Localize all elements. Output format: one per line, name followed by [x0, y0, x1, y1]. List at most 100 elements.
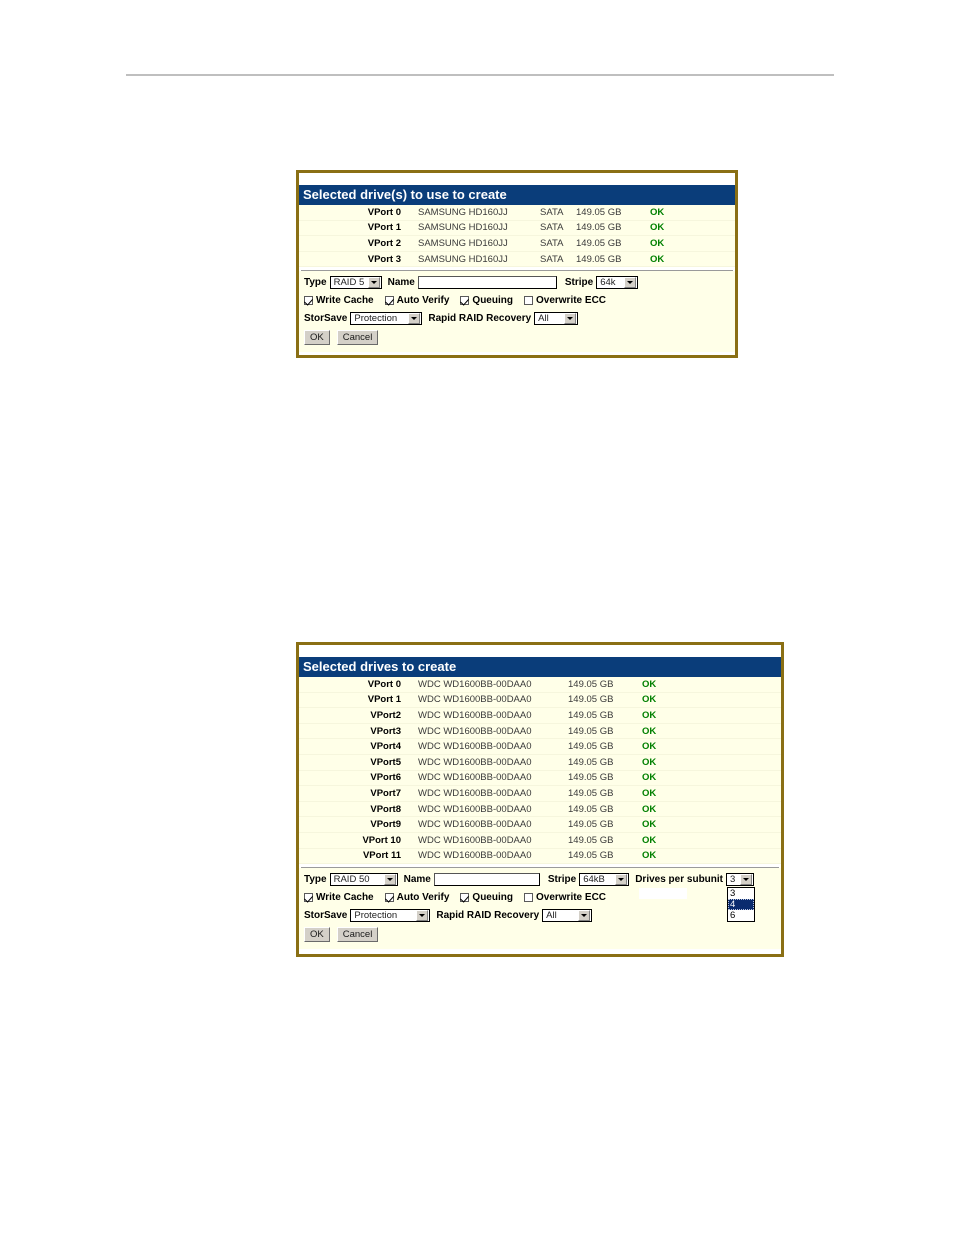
- storsave-select[interactable]: Protection: [350, 909, 431, 923]
- drive-row: VPort3 WDC WD1600BB-00DAA0 149.05 GB OK: [299, 724, 781, 740]
- panel1-top-gap: [299, 173, 735, 185]
- drive-status-badge: OK: [650, 222, 665, 234]
- name-label: Name: [387, 277, 415, 289]
- checkmark-icon: [460, 296, 470, 306]
- drive-model: WDC WD1600BB-00DAA0: [418, 772, 532, 784]
- rapid-raid-recovery-select[interactable]: All: [534, 312, 579, 326]
- name-input[interactable]: [417, 276, 557, 290]
- drive-row: VPort7 WDC WD1600BB-00DAA0 149.05 GB OK: [299, 786, 781, 802]
- rapid-raid-recovery-value: All: [546, 910, 557, 922]
- cancel-button[interactable]: Cancel: [336, 330, 379, 346]
- stripe-label: Stripe: [547, 874, 577, 886]
- drive-interface: SATA: [540, 222, 564, 234]
- auto-verify-checkbox[interactable]: Auto Verify: [384, 295, 450, 307]
- type-select[interactable]: RAID 5: [329, 276, 382, 290]
- auto-verify-checkbox[interactable]: Auto Verify: [384, 892, 449, 903]
- drive-status-badge: OK: [650, 237, 665, 249]
- panel2-list-separator: [301, 867, 779, 869]
- drive-status-badge: OK: [642, 834, 657, 846]
- drive-port: VPort4: [370, 741, 401, 753]
- panel2-row-storsave: StorSave Protection Rapid RAID Recovery …: [304, 907, 781, 924]
- drives-per-subunit-value: 3: [730, 874, 736, 886]
- write-cache-checkbox[interactable]: Write Cache: [304, 295, 374, 306]
- drive-capacity: 149.05 GB: [568, 709, 614, 721]
- drive-port: VPort 0: [367, 678, 401, 690]
- drive-row: VPort8 WDC WD1600BB-00DAA0 149.05 GB OK: [299, 802, 781, 818]
- drive-row: VPort 10 WDC WD1600BB-00DAA0 149.05 GB OK: [299, 833, 781, 849]
- cancel-button[interactable]: Cancel: [336, 927, 379, 943]
- checkmark-icon: [304, 296, 313, 306]
- dropdown-option[interactable]: 3: [730, 888, 736, 900]
- write-cache-checkbox[interactable]: Write Cache: [304, 892, 374, 903]
- drive-model: WDC WD1600BB-00DAA0: [418, 756, 532, 768]
- drive-model: WDC WD1600BB-00DAA0: [418, 709, 532, 721]
- dropdown-option[interactable]: 6: [730, 910, 736, 922]
- panel2-top-gap: [299, 645, 781, 657]
- drive-capacity: 149.05 GB: [568, 819, 614, 831]
- drive-port: VPort5: [370, 756, 401, 768]
- drive-status-badge: OK: [642, 787, 657, 799]
- panel2-form: Type RAID 50 Name Stripe 64kB Drives per…: [299, 868, 781, 950]
- write-cache-label: Write Cache: [316, 295, 374, 307]
- drive-model: WDC WD1600BB-00DAA0: [418, 850, 532, 862]
- overwrite-ecc-checkbox[interactable]: Overwrite ECC: [523, 295, 606, 306]
- storsave-select-value: Protection: [354, 910, 398, 922]
- drive-capacity: 149.05 GB: [568, 756, 614, 768]
- drive-row: VPort 11 WDC WD1600BB-00DAA0 149.05 GB OK: [299, 849, 781, 865]
- drive-interface: SATA: [540, 206, 564, 218]
- queuing-checkbox[interactable]: Queuing: [460, 295, 513, 306]
- type-select[interactable]: RAID 50: [329, 873, 398, 887]
- panel1-title: Selected drive(s) to use to create: [299, 185, 735, 205]
- drive-model: SAMSUNG HD160JJ: [418, 222, 508, 234]
- drive-row: VPort 0 WDC WD1600BB-00DAA0 149.05 GB OK: [299, 677, 781, 693]
- type-label: Type: [304, 874, 327, 886]
- drive-model: WDC WD1600BB-00DAA0: [418, 787, 532, 799]
- name-input[interactable]: [433, 873, 540, 887]
- drive-interface: SATA: [540, 253, 564, 265]
- drive-port: VPort7: [370, 787, 401, 799]
- drive-status-badge: OK: [642, 678, 657, 690]
- stripe-select[interactable]: 64kB: [579, 873, 630, 887]
- drives-per-subunit-label: Drives per subunit: [635, 874, 724, 886]
- drive-model: WDC WD1600BB-00DAA0: [418, 803, 532, 815]
- drive-status-badge: OK: [642, 709, 657, 721]
- drive-port: VPort 2: [367, 237, 401, 249]
- drive-model: WDC WD1600BB-00DAA0: [418, 741, 532, 753]
- name-label: Name: [403, 874, 431, 886]
- drive-model: WDC WD1600BB-00DAA0: [418, 834, 532, 846]
- stripe-select[interactable]: 64k: [596, 276, 639, 290]
- dropdown-option[interactable]: 4: [728, 899, 754, 911]
- storsave-label: StorSave: [304, 313, 348, 325]
- stripe-label: Stripe: [564, 277, 594, 289]
- chevron-down-icon: [383, 874, 396, 886]
- drive-row: VPort 2 SAMSUNG HD160JJ SATA 149.05 GB OK: [299, 236, 735, 252]
- ok-button[interactable]: OK: [304, 927, 330, 943]
- panel1-row-checkboxes: Write Cache Auto Verify Queuing Overwrit…: [304, 292, 735, 309]
- stripe-select-value: 64k: [600, 277, 616, 289]
- storsave-select[interactable]: Protection: [350, 312, 423, 326]
- drives-per-subunit-select[interactable]: 3: [726, 873, 755, 887]
- ok-button[interactable]: OK: [304, 330, 330, 346]
- overwrite-ecc-checkbox[interactable]: Overwrite ECC: [523, 892, 606, 903]
- panel2-row-type: Type RAID 50 Name Stripe 64kB Drives per…: [304, 871, 781, 888]
- type-select-value: RAID 5: [333, 277, 365, 289]
- drive-status-badge: OK: [642, 741, 657, 753]
- panel2-drive-list: VPort 0 WDC WD1600BB-00DAA0 149.05 GB OK VPo…: [299, 677, 781, 865]
- drive-capacity: 149.05 GB: [568, 725, 614, 737]
- drive-capacity: 149.05 GB: [568, 803, 614, 815]
- chevron-down-icon: [367, 277, 380, 289]
- checkmark-icon: [304, 893, 313, 903]
- drive-status-badge: OK: [650, 206, 665, 218]
- drive-row: VPort4 WDC WD1600BB-00DAA0 149.05 GB OK: [299, 739, 781, 755]
- drive-port: VPort9: [370, 819, 401, 831]
- chevron-down-icon: [624, 277, 637, 289]
- rapid-raid-recovery-select[interactable]: All: [542, 909, 593, 923]
- auto-verify-label: Auto Verify: [396, 295, 450, 307]
- drive-row: VPort5 WDC WD1600BB-00DAA0 149.05 GB OK: [299, 755, 781, 771]
- form-blank-strip: [639, 888, 687, 900]
- panel1-list-separator: [301, 270, 733, 272]
- rapid-raid-recovery-label: Rapid RAID Recovery: [436, 910, 540, 922]
- queuing-checkbox[interactable]: Queuing: [460, 892, 513, 903]
- drive-status-badge: OK: [642, 803, 657, 815]
